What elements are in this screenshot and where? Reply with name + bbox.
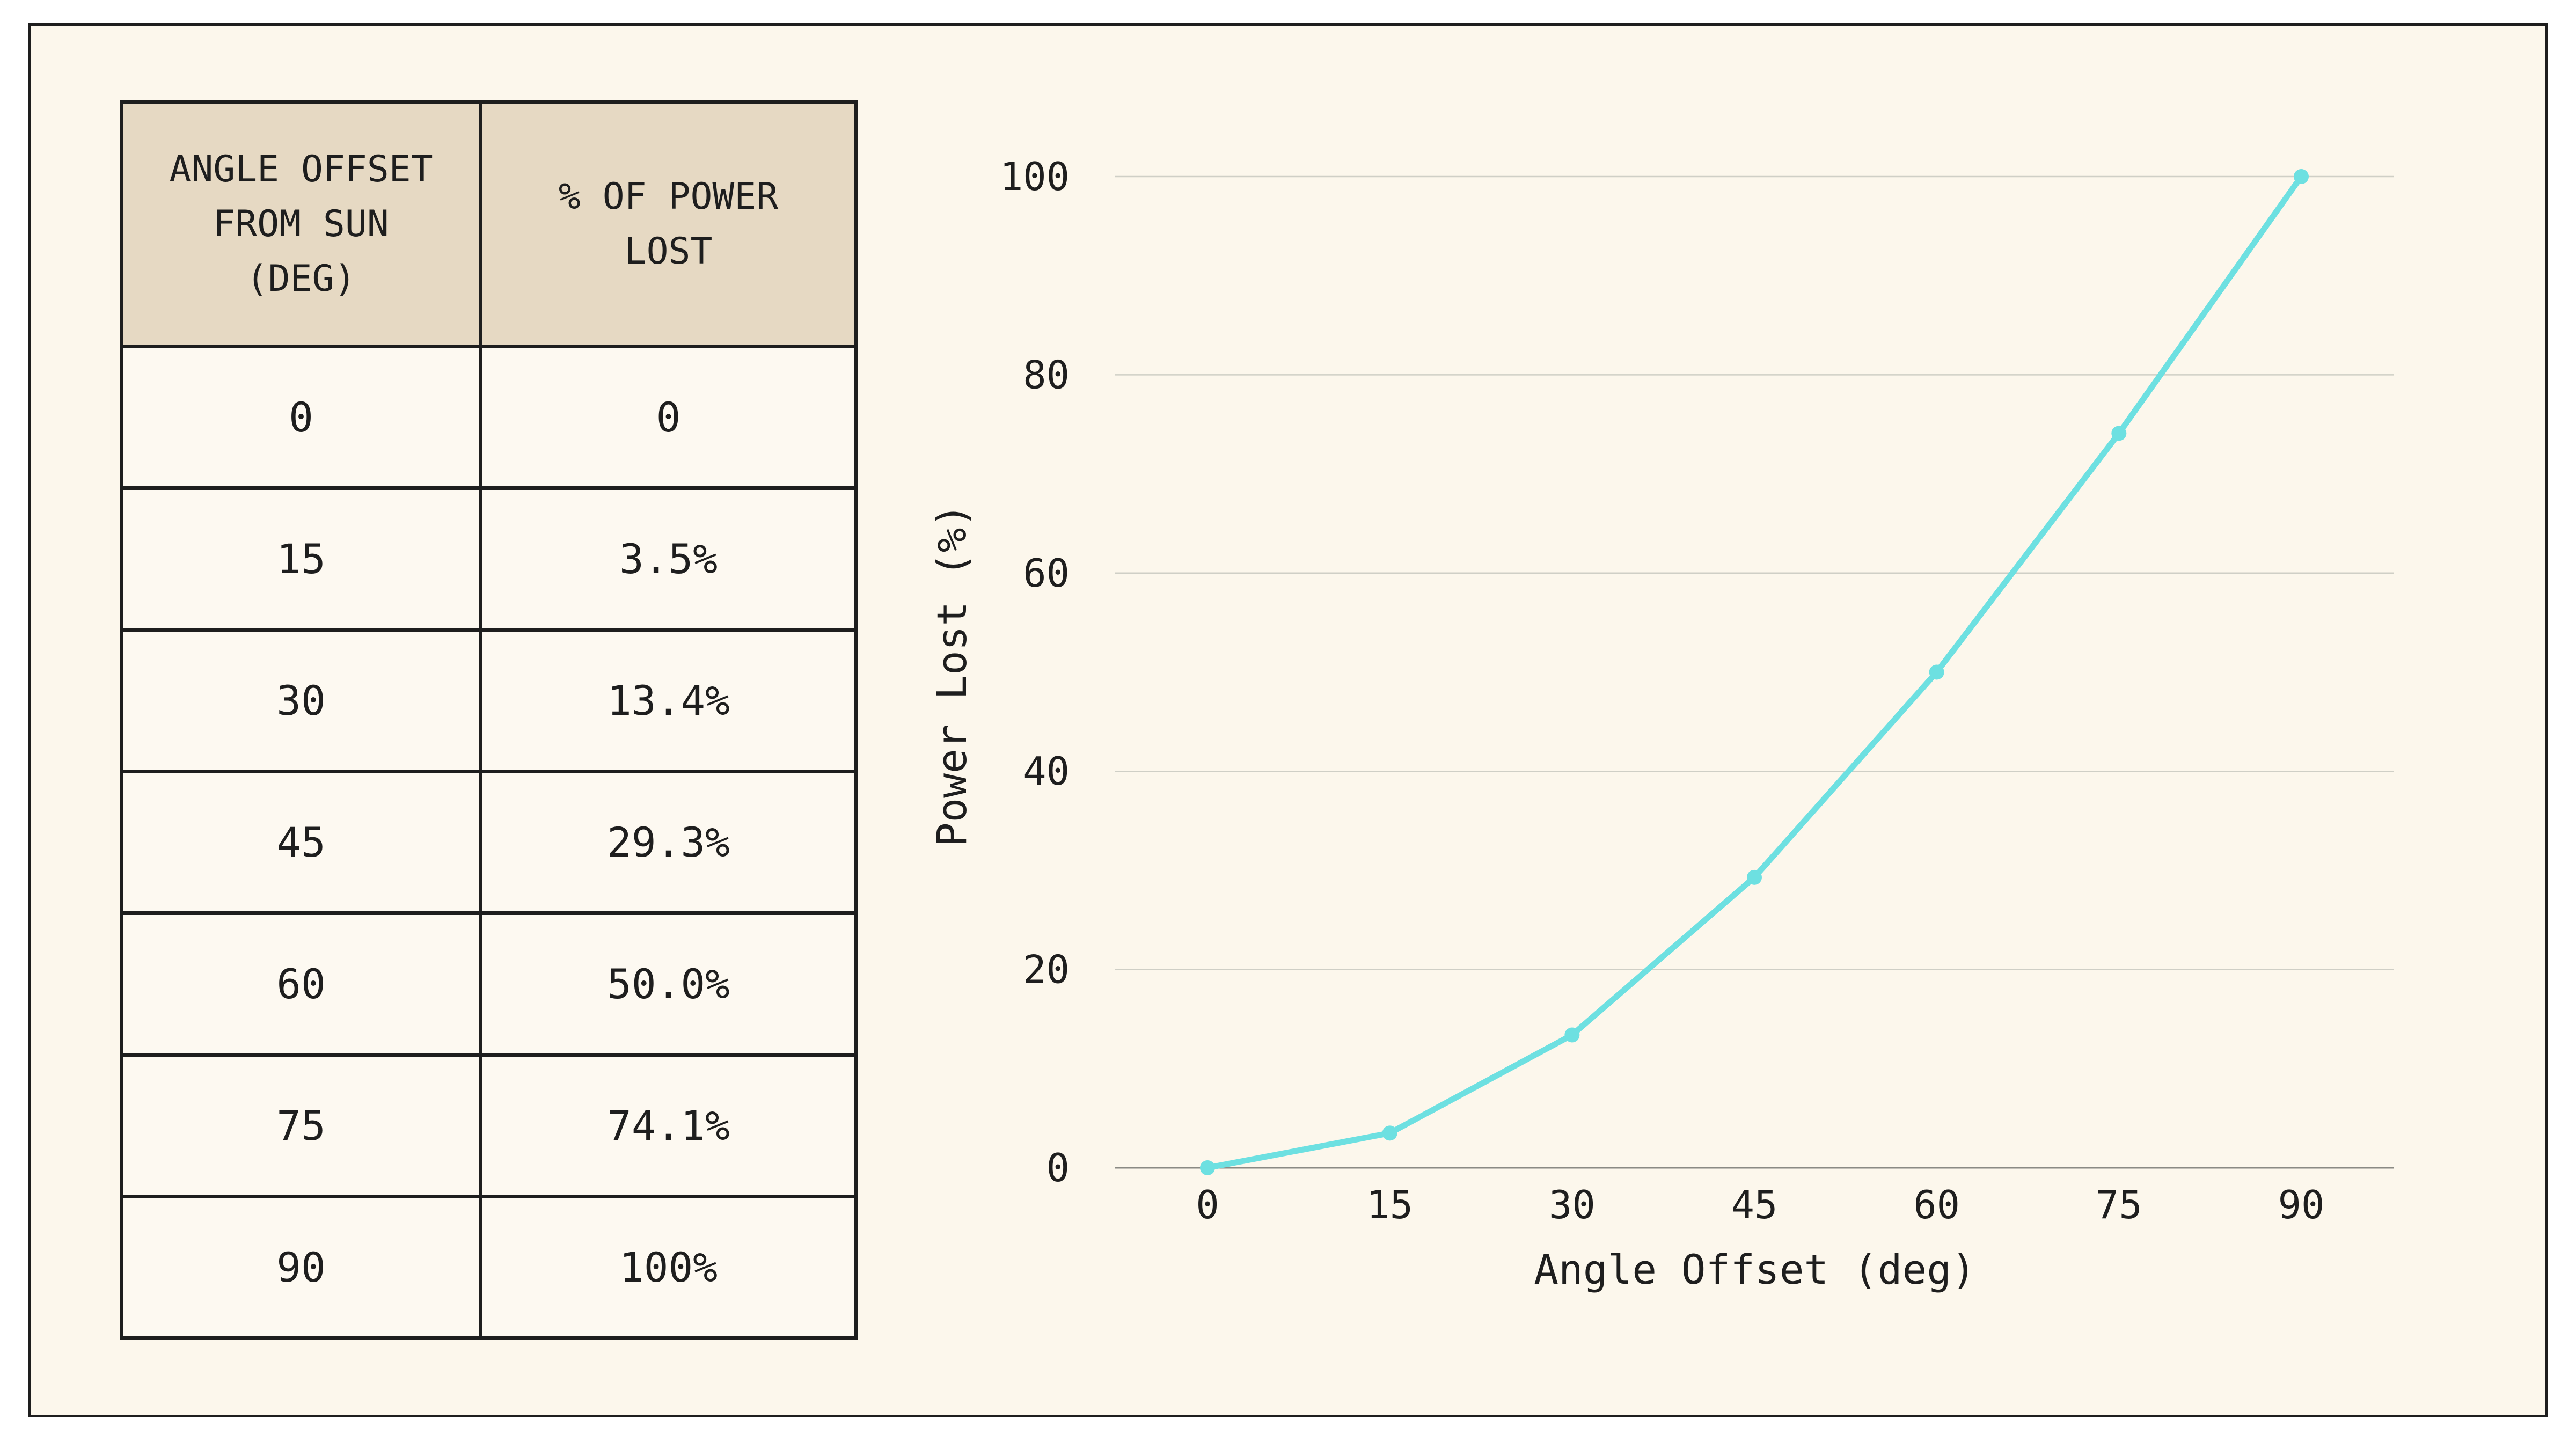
table-row: 0 0	[119, 345, 858, 490]
power-lost-cell: 29.3%	[479, 770, 858, 915]
y-tick-label: 40	[1023, 749, 1070, 794]
chart-series	[1200, 169, 2309, 1175]
angle-cell: 0	[119, 345, 483, 490]
y-axis-label: Power Lost (%)	[928, 503, 976, 847]
x-tick-label: 45	[1731, 1182, 1778, 1227]
table-row: 15 3.5%	[119, 486, 858, 632]
x-axis-label: Angle Offset (deg)	[1534, 1246, 1976, 1293]
x-tick-label: 75	[2096, 1182, 2142, 1227]
table-row: 90 100%	[119, 1195, 858, 1340]
x-tick-label: 60	[1913, 1182, 1960, 1227]
data-point	[1747, 869, 1762, 885]
angle-cell: 15	[119, 486, 483, 632]
y-tick-label: 60	[1023, 551, 1070, 596]
header-power-lost: % OF POWER LOST	[479, 100, 858, 348]
y-tick-label: 20	[1023, 947, 1070, 992]
table-row: 30 13.4%	[119, 628, 858, 773]
x-axis-ticks: 0 15 30 45 60 75 90	[1196, 1182, 2324, 1227]
x-tick-label: 90	[2278, 1182, 2325, 1227]
table-row: 45 29.3%	[119, 770, 858, 915]
header-angle-offset: ANGLE OFFSET FROM SUN (DEG)	[119, 100, 483, 348]
table-row: 75 74.1%	[119, 1053, 858, 1198]
power-loss-table: ANGLE OFFSET FROM SUN (DEG) % OF POWER L…	[119, 100, 858, 1340]
series-line	[1204, 173, 2304, 1171]
y-tick-label: 0	[1046, 1145, 1070, 1190]
angle-cell: 30	[119, 628, 483, 773]
y-tick-label: 80	[1023, 352, 1070, 397]
power-lost-cell: 74.1%	[479, 1053, 858, 1198]
x-tick-label: 0	[1196, 1182, 1219, 1227]
angle-cell: 45	[119, 770, 483, 915]
data-point	[1929, 664, 1944, 680]
angle-cell: 75	[119, 1053, 483, 1198]
power-lost-cell: 100%	[479, 1195, 858, 1340]
table-header-row: ANGLE OFFSET FROM SUN (DEG) % OF POWER L…	[119, 100, 858, 348]
table-row: 60 50.0%	[119, 911, 858, 1057]
data-point	[2111, 426, 2127, 441]
data-point	[1564, 1027, 1580, 1043]
data-point	[2294, 169, 2309, 184]
x-tick-label: 15	[1366, 1182, 1413, 1227]
data-point	[1200, 1160, 1215, 1175]
y-axis-ticks: 0 20 40 60 80 100	[1000, 154, 1070, 1190]
data-point	[1382, 1125, 1397, 1141]
angle-cell: 60	[119, 911, 483, 1057]
power-lost-cell: 0	[479, 345, 858, 490]
chart-gridlines	[1115, 175, 2394, 1169]
angle-cell: 90	[119, 1195, 483, 1340]
y-tick-label: 100	[1000, 154, 1070, 199]
power-lost-cell: 13.4%	[479, 628, 858, 773]
power-lost-cell: 50.0%	[479, 911, 858, 1057]
power-lost-cell: 3.5%	[479, 486, 858, 632]
x-tick-label: 30	[1549, 1182, 1596, 1227]
